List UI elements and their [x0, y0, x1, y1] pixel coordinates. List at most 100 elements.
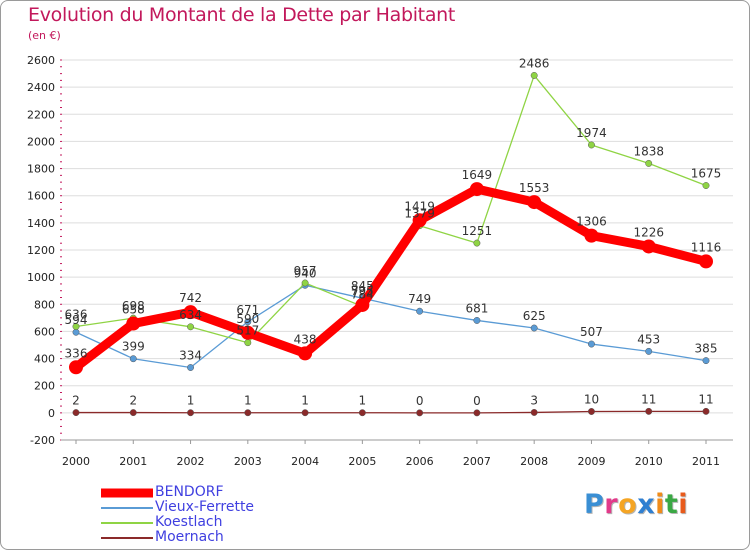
data-point: [416, 307, 424, 315]
data-point: [298, 346, 313, 361]
data-point: [129, 355, 137, 363]
data-point: [187, 409, 194, 417]
x-tick-label: 2001: [119, 455, 147, 468]
data-label: 2: [72, 394, 80, 408]
data-label: 399: [122, 340, 145, 354]
data-label: 10: [584, 393, 599, 407]
data-label: 590: [236, 312, 259, 326]
data-label: 784: [351, 287, 374, 301]
data-label: 1: [359, 394, 367, 408]
data-point: [244, 339, 252, 347]
legend-swatch: [101, 536, 153, 539]
data-point: [244, 409, 252, 417]
data-label: 1553: [519, 181, 550, 195]
x-tick-label: 2006: [406, 455, 434, 468]
data-label: 334: [179, 349, 202, 363]
x-tick-label: 2002: [177, 455, 205, 468]
data-label: 658: [122, 303, 145, 317]
data-point: [72, 409, 80, 417]
data-point: [416, 409, 424, 417]
data-point: [183, 305, 198, 320]
y-tick-label: 800: [34, 298, 55, 311]
series-line-bendorf: [71, 184, 711, 372]
legend-item: Vieux-Ferrette: [101, 500, 254, 515]
data-point: [702, 357, 710, 365]
x-tick-label: 2003: [234, 455, 262, 468]
legend-label: Vieux-Ferrette: [155, 499, 255, 515]
legend-item: BENDORF: [101, 485, 254, 500]
data-label: 453: [637, 332, 660, 346]
data-point: [702, 407, 710, 415]
data-label: 1226: [633, 225, 664, 239]
chart-subtitle: (en €): [28, 29, 61, 42]
data-point: [588, 408, 595, 415]
data-point: [72, 328, 80, 336]
y-tick-label: 1400: [27, 217, 55, 230]
data-label: 2486: [519, 56, 550, 70]
data-label: 957: [294, 264, 317, 278]
y-tick-label: 200: [34, 380, 55, 393]
data-label: 336: [65, 346, 88, 360]
y-tick-label: 2600: [27, 54, 55, 67]
data-point: [641, 239, 656, 254]
y-tick-label: -200: [30, 434, 55, 447]
data-label: 1379: [404, 207, 435, 221]
series-line-koestlach: [75, 74, 707, 344]
data-label: 1: [244, 394, 252, 408]
data-label: 1675: [691, 167, 722, 181]
x-tick-label: 2010: [635, 455, 663, 468]
x-tick-label: 2007: [463, 455, 491, 468]
data-point: [530, 324, 538, 332]
y-tick-label: 1800: [27, 163, 55, 176]
data-label: 3: [530, 393, 538, 407]
proxiti-logo: Proxiti: [584, 489, 689, 520]
data-label: 517: [236, 324, 259, 338]
legend-swatch: [101, 506, 153, 509]
data-point: [645, 407, 653, 415]
data-label: 681: [465, 301, 488, 315]
data-point: [699, 254, 713, 269]
data-point: [645, 159, 653, 167]
x-tick-label: 2011: [692, 455, 720, 468]
data-label: 634: [179, 308, 202, 322]
legend-swatch: [101, 521, 153, 524]
data-label: 940: [294, 266, 317, 280]
data-point: [301, 409, 309, 417]
data-label: 2: [129, 394, 137, 408]
data-label: 698: [122, 299, 145, 313]
data-label: 1116: [691, 240, 722, 254]
data-point: [584, 228, 599, 243]
data-point: [530, 409, 538, 416]
data-point: [69, 360, 83, 375]
data-label: 1838: [633, 144, 664, 158]
data-label: 625: [523, 309, 546, 323]
data-point: [473, 239, 481, 247]
data-point: [187, 364, 194, 371]
data-label: 845: [351, 279, 374, 293]
data-label: 1306: [576, 215, 607, 229]
x-tick-label: 2005: [348, 455, 376, 468]
data-point: [72, 323, 80, 330]
data-label: 749: [408, 292, 431, 306]
data-point: [702, 182, 710, 189]
data-label: 1649: [462, 168, 493, 182]
x-tick-label: 2004: [291, 455, 319, 468]
data-point: [588, 340, 595, 348]
x-tick-label: 2009: [577, 455, 605, 468]
data-point: [530, 72, 538, 79]
data-label: 742: [179, 291, 202, 305]
series-line-vieux-ferrette: [75, 284, 707, 369]
y-tick-label: 2400: [27, 81, 55, 94]
data-label: 1974: [576, 126, 607, 140]
x-tick-label: 2000: [62, 455, 90, 468]
data-label: 1: [187, 394, 195, 408]
data-label: 438: [294, 332, 317, 346]
data-label: 1419: [404, 199, 435, 213]
y-tick-label: 2200: [27, 108, 55, 121]
chart-legend: BENDORF Vieux-Ferrette Koestlach Moernach: [101, 485, 254, 545]
data-label: 0: [416, 394, 424, 408]
legend-item: Moernach: [101, 530, 254, 545]
data-label: 507: [580, 325, 603, 339]
